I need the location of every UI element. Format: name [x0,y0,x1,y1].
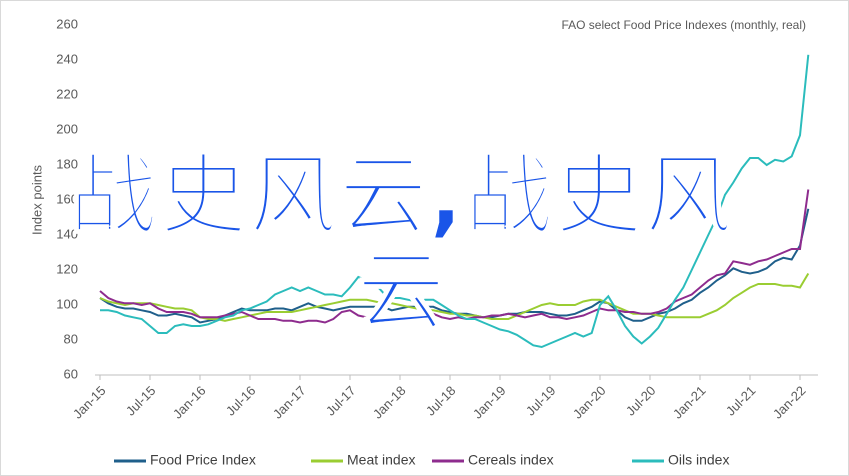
legend-label: Oils index [668,452,729,468]
y-tick-label: 60 [64,366,78,381]
y-tick-label: 80 [64,331,78,346]
legend-label: Cereals index [468,452,554,468]
overlay-text: 战史风云,战史风云 [68,144,735,343]
y-tick-label: 100 [56,296,78,311]
legend-label: Meat index [347,452,415,468]
y-tick-label: 220 [56,86,78,101]
y-tick-label: 140 [56,226,78,241]
legend-label: Food Price Index [150,452,256,468]
y-tick-label: 120 [56,261,78,276]
y-tick-label: 160 [56,191,78,206]
series-line [99,189,810,324]
y-tick-label: 180 [56,156,78,171]
chart-title: FAO select Food Price Indexes (monthly, … [561,18,806,32]
series-line [100,54,810,349]
y-tick-label: 260 [56,16,78,31]
y-tick-label: 240 [56,51,78,66]
y-axis-label: Index points [29,164,44,235]
y-tick-label: 200 [56,121,78,136]
